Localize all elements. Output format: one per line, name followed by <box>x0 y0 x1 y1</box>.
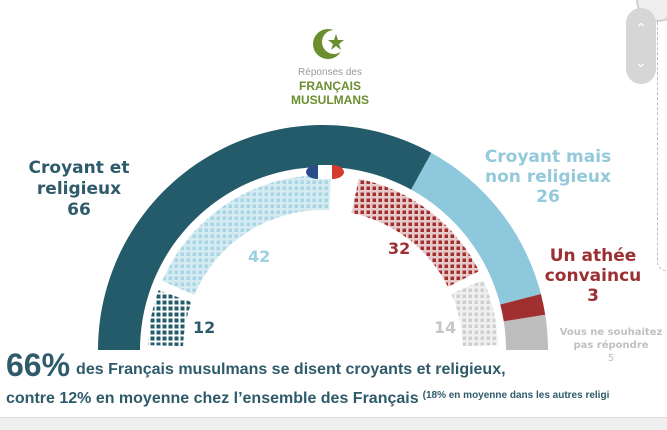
label-line: pas répondre <box>573 340 649 351</box>
inner-value-red: 32 <box>388 239 411 258</box>
crescent-star-icon <box>313 29 346 59</box>
inner-value-light: 42 <box>248 247 271 266</box>
label-line: Croyant mais <box>484 147 612 167</box>
headline-line2: contre 12% en moyenne chez l’ensemble de… <box>6 390 419 407</box>
label-line: non religieux <box>485 167 611 187</box>
label-line: Vous ne souhaitez <box>559 327 663 338</box>
logo-title-line2: MUSULMANS <box>291 93 369 107</box>
label-croyant-religieux: Croyant et religieux 66 <box>18 158 140 221</box>
label-ne-souhaitez-pas: Vous ne souhaitez pas répondre 5 <box>556 326 666 365</box>
label-value: 5 <box>607 353 615 364</box>
label-line: Un athée <box>549 246 637 266</box>
outer-slice-croyant-non-religieux <box>411 152 541 305</box>
french-flag-icon <box>306 165 344 179</box>
headline-line2-wrap: contre 12% en moyenne chez l’ensemble de… <box>6 390 609 408</box>
inner-value-gray: 14 <box>434 318 457 337</box>
chevron-down-icon[interactable]: ⌄ <box>635 55 647 71</box>
inner-slice-croyant-non-religieux <box>162 175 331 295</box>
label-value: 3 <box>587 286 599 306</box>
inner-slice-athee <box>351 178 480 287</box>
label-line: Croyant et <box>28 158 130 178</box>
label-value: 66 <box>67 200 91 220</box>
headline-big-number: 66% <box>6 347 71 383</box>
label-athee: Un athée convaincu 3 <box>538 246 648 306</box>
headline: 66% des Français musulmans se disent croy… <box>6 347 506 384</box>
outer-slice-croyant-religieux <box>98 125 432 350</box>
label-line: convaincu <box>544 266 642 286</box>
inner-slice-ne-souhaitez-pas <box>451 279 498 347</box>
chevron-up-icon[interactable]: ⌃ <box>635 21 647 37</box>
dashed-connector <box>657 20 666 271</box>
logo-title: FRANÇAIS MUSULMANS <box>260 79 400 107</box>
outer-slice-ne-souhaitez-pas <box>503 314 548 350</box>
footer-bar <box>0 417 667 430</box>
headline-note: (18% en moyenne dans les autres religi <box>422 390 610 401</box>
inner-value-dark: 12 <box>193 318 216 337</box>
label-line: religieux <box>36 179 122 199</box>
logo-caption: Réponses des <box>298 67 362 78</box>
logo-title-line1: FRANÇAIS <box>299 79 361 93</box>
inner-slice-croyant-religieux <box>148 290 192 347</box>
label-croyant-non-religieux: Croyant mais non religieux 26 <box>478 147 618 207</box>
label-value: 26 <box>536 187 560 207</box>
outer-slice-athee <box>500 294 546 322</box>
scroll-widget[interactable]: ⌃ ⌄ <box>626 8 656 84</box>
headline-line1: des Français musulmans se disent croyant… <box>76 361 506 378</box>
